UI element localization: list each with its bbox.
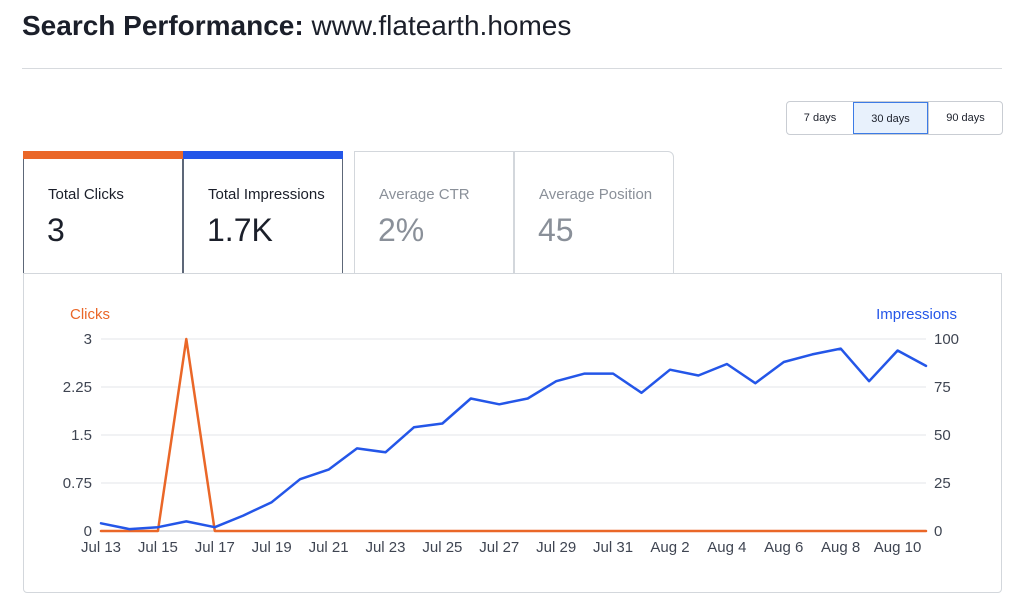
performance-chart-panel: 0 0.75 1.5 2.25 3 0 25 50 75 100 Clicks Impressions… <box>23 273 1002 593</box>
metric-color-bar <box>23 151 183 159</box>
x-tick-label: Jul 31 <box>593 539 633 556</box>
metric-value: 1.7K <box>207 212 273 248</box>
x-tick-label: Jul 15 <box>138 539 178 556</box>
y-left-axis-title: Clicks <box>70 306 110 323</box>
y-right-tick-label: 100 <box>934 331 959 348</box>
page-title-prefix: Search Performance: <box>22 10 304 41</box>
metric-value: 3 <box>47 212 65 248</box>
x-tick-label: Jul 19 <box>252 539 292 556</box>
range-30-days-button[interactable]: 30 days <box>853 102 928 134</box>
series-line-clicks <box>99 337 928 533</box>
x-tick-label: Aug 2 <box>650 539 689 556</box>
y-left-tick-label: 2.25 <box>63 379 92 396</box>
x-tick-label: Aug 4 <box>707 539 746 556</box>
metric-value: 2% <box>378 212 425 248</box>
metric-cards: Total Clicks 3 Total Impressions 1.7K Av… <box>23 151 683 274</box>
metric-label: Total Clicks <box>48 186 124 203</box>
metric-label: Total Impressions <box>208 186 325 203</box>
range-7-days-button[interactable]: 7 days <box>803 112 837 124</box>
y-left-tick-label: 3 <box>84 331 92 348</box>
y-right-tick-label: 75 <box>934 379 951 396</box>
x-tick-label: Jul 25 <box>422 539 462 556</box>
x-tick-label: Aug 10 <box>874 539 922 556</box>
y-right-tick-label: 50 <box>934 427 951 444</box>
performance-chart: 0 0.75 1.5 2.25 3 0 25 50 75 100 Clicks Impressions… <box>63 306 959 556</box>
metric-label: Average CTR <box>379 186 470 203</box>
x-tick-label: Jul 21 <box>309 539 349 556</box>
date-range-selector: 7 days 30 days 90 days <box>786 101 1003 135</box>
x-tick-label: Aug 6 <box>764 539 803 556</box>
x-tick-label: Jul 29 <box>536 539 576 556</box>
x-tick-label: Aug 8 <box>821 539 860 556</box>
metric-value: 45 <box>538 212 574 248</box>
metric-card-average-position[interactable]: Average Position 45 <box>514 151 674 274</box>
y-right-tick-label: 25 <box>934 475 951 492</box>
site-name: www.flatearth.homes <box>311 10 572 41</box>
metric-card-total-clicks[interactable]: Total Clicks 3 <box>23 151 183 274</box>
y-right-axis-title: Impressions <box>876 306 957 323</box>
y-left-tick-label: 1.5 <box>71 427 92 444</box>
y-right-tick-label: 0 <box>934 523 942 540</box>
metric-label: Average Position <box>539 186 653 203</box>
metric-color-bar <box>183 151 343 159</box>
metric-card-total-impressions[interactable]: Total Impressions 1.7K <box>183 151 343 274</box>
page-title: Search Performance: www.flatearth.homes <box>22 8 571 44</box>
y-left-tick-label: 0 <box>84 523 92 540</box>
x-tick-label: Jul 23 <box>365 539 405 556</box>
metric-card-average-ctr[interactable]: Average CTR 2% <box>354 151 514 274</box>
x-tick-label: Jul 17 <box>195 539 235 556</box>
series-line-impressions <box>99 347 928 531</box>
range-90-days-button[interactable]: 90 days <box>928 102 1002 134</box>
y-left-tick-label: 0.75 <box>63 475 92 492</box>
header-divider <box>22 68 1002 69</box>
x-tick-label: Jul 27 <box>479 539 519 556</box>
x-tick-label: Jul 13 <box>81 539 121 556</box>
